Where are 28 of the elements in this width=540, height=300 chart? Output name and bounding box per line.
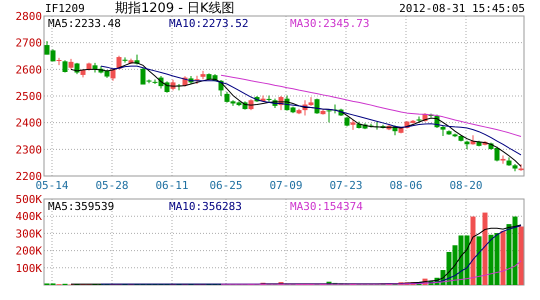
text: MA5:359539 [48,200,114,213]
y-tick-label: 2700 [16,36,42,50]
y-tick-label: 300K [16,227,42,240]
x-tick-label: 06-11 [155,179,189,192]
y-tick-label: 2300 [16,143,42,156]
x-tick-label: 07-23 [329,179,363,192]
chart-title: 期指1209 - 日K线图 [115,1,235,16]
x-tick-label: 05-14 [35,179,69,192]
text: IF1209 [45,2,85,15]
y-tick-label: 2400 [16,116,42,130]
x-tick-label: 06-25 [209,179,243,192]
text: MA30:2345.73 [290,17,370,30]
x-tick-label: 07-09 [269,179,303,192]
y-tick-label: 2800 [16,10,42,23]
y-tick-label: 500K [16,193,42,206]
y-tick-label: 200K [16,244,42,258]
text: MA10:2273.52 [169,17,248,30]
x-tick-label: 08-06 [389,179,423,192]
text: MA10:356283 [169,200,242,213]
y-tick-label: 400K [16,210,42,224]
x-tick-label: 08-20 [449,179,483,192]
y-tick-label: 2600 [16,63,42,76]
y-tick-label: 2500 [16,90,42,103]
text: 2012-08-31 15:45:05 [399,2,525,15]
y-tick-label: 100K [16,262,42,275]
text: MA30:154374 [290,200,364,213]
x-tick-label: 05-28 [95,179,129,192]
text: MA5:2233.48 [48,17,121,30]
